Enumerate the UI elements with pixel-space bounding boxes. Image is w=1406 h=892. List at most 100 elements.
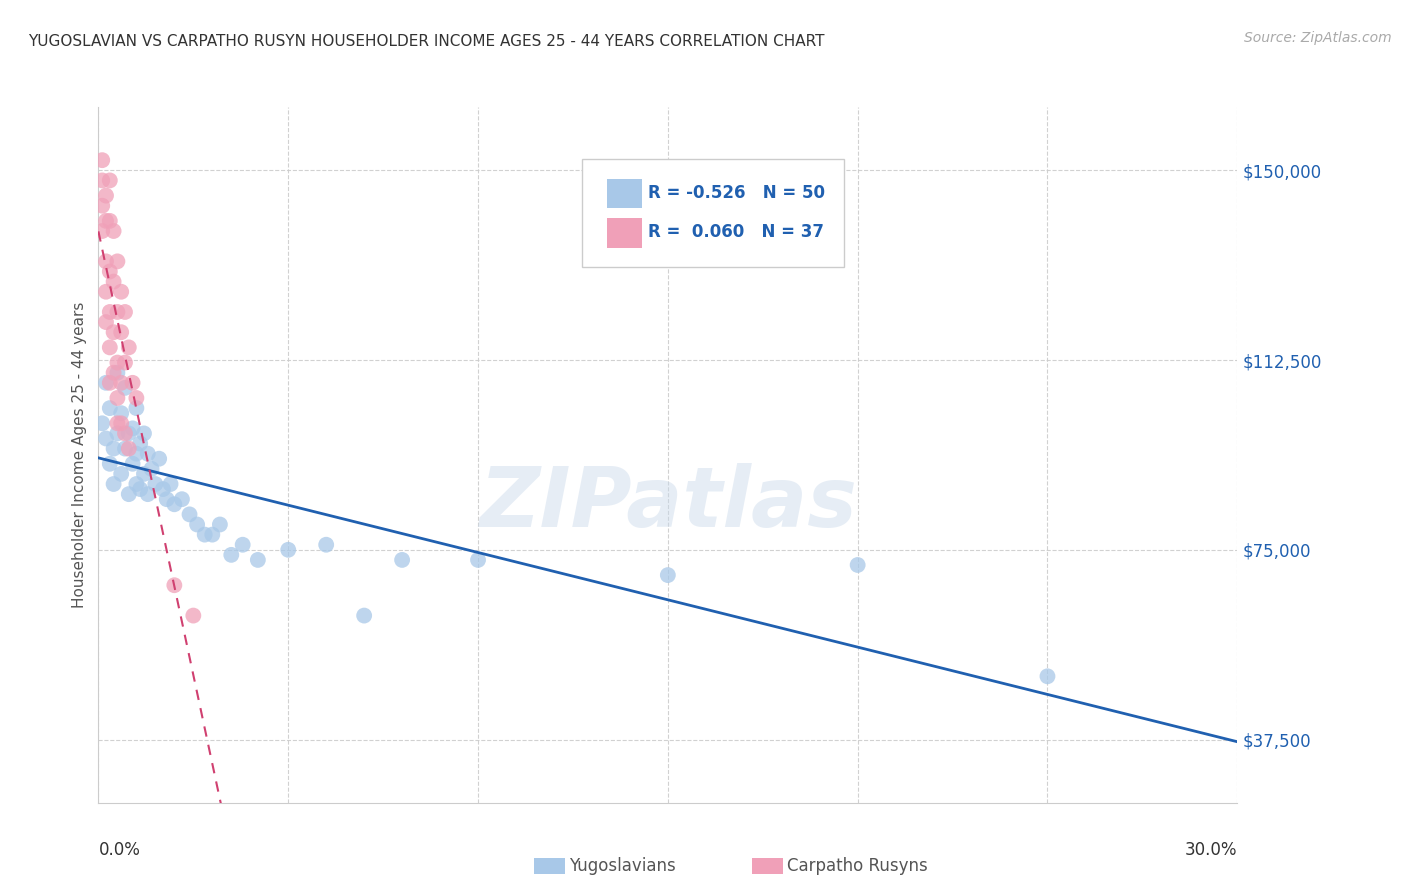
Point [141, 462, 163, 476]
Point [136, 447, 159, 461]
Point [152, 482, 174, 496]
Point [125, 401, 148, 416]
Point [183, 608, 205, 623]
Point [98, 305, 121, 319]
Point [94, 315, 117, 329]
Point [846, 558, 869, 572]
Point [94, 432, 117, 446]
Point [246, 553, 269, 567]
Point [91, 417, 114, 431]
Point [156, 492, 179, 507]
FancyBboxPatch shape [582, 159, 845, 267]
Point [353, 608, 375, 623]
Point [103, 442, 125, 456]
Point [208, 517, 231, 532]
Point [91, 224, 114, 238]
Text: Source: ZipAtlas.com: Source: ZipAtlas.com [1244, 31, 1392, 45]
Point [277, 542, 299, 557]
Y-axis label: Householder Income Ages 25 - 44 years: Householder Income Ages 25 - 44 years [72, 301, 87, 608]
Point [118, 487, 141, 501]
Point [94, 285, 117, 299]
Point [170, 492, 193, 507]
Point [125, 477, 148, 491]
Point [121, 376, 143, 390]
Point [125, 391, 148, 405]
Point [163, 497, 186, 511]
Point [98, 401, 121, 416]
Text: 0.0%: 0.0% [98, 841, 141, 859]
Point [114, 381, 136, 395]
Point [98, 340, 121, 354]
Text: Yugoslavians: Yugoslavians [569, 857, 676, 875]
Point [110, 417, 132, 431]
Point [129, 436, 152, 450]
Text: 30.0%: 30.0% [1185, 841, 1237, 859]
Point [98, 457, 121, 471]
Point [98, 376, 121, 390]
Point [221, 548, 243, 562]
Point [98, 214, 121, 228]
Point [121, 457, 143, 471]
Point [107, 426, 129, 441]
Point [114, 355, 136, 369]
Point [1036, 669, 1059, 683]
Point [114, 305, 136, 319]
Point [107, 305, 129, 319]
Point [103, 275, 125, 289]
Point [110, 285, 132, 299]
Point [118, 340, 141, 354]
Point [107, 366, 129, 380]
Point [107, 254, 129, 268]
Point [125, 447, 148, 461]
Text: Carpatho Rusyns: Carpatho Rusyns [787, 857, 928, 875]
Point [179, 508, 201, 522]
Point [107, 417, 129, 431]
Text: R =  0.060   N = 37: R = 0.060 N = 37 [648, 223, 824, 241]
Text: YUGOSLAVIAN VS CARPATHO RUSYN HOUSEHOLDER INCOME AGES 25 - 44 YEARS CORRELATION : YUGOSLAVIAN VS CARPATHO RUSYN HOUSEHOLDE… [28, 34, 825, 49]
Text: R = -0.526   N = 50: R = -0.526 N = 50 [648, 184, 825, 202]
Point [110, 376, 132, 390]
Point [194, 527, 217, 541]
Point [103, 224, 125, 238]
Point [391, 553, 413, 567]
FancyBboxPatch shape [607, 178, 641, 208]
Point [232, 538, 254, 552]
FancyBboxPatch shape [607, 219, 641, 248]
Point [132, 467, 155, 481]
Point [110, 406, 132, 420]
Point [159, 477, 181, 491]
Point [103, 325, 125, 339]
Point [118, 442, 141, 456]
Point [91, 173, 114, 187]
Point [103, 366, 125, 380]
Point [103, 477, 125, 491]
Point [98, 264, 121, 278]
Point [91, 153, 114, 168]
Point [94, 376, 117, 390]
Text: ZIPatlas: ZIPatlas [479, 463, 856, 544]
Point [94, 214, 117, 228]
Point [163, 578, 186, 592]
Point [114, 442, 136, 456]
Point [94, 188, 117, 202]
Point [94, 254, 117, 268]
Point [467, 553, 489, 567]
Point [98, 173, 121, 187]
Point [107, 391, 129, 405]
Point [110, 325, 132, 339]
Point [132, 426, 155, 441]
Point [657, 568, 679, 582]
Point [145, 477, 167, 491]
Point [91, 199, 114, 213]
Point [186, 517, 208, 532]
Point [107, 355, 129, 369]
Point [136, 487, 159, 501]
Point [114, 426, 136, 441]
Point [315, 538, 337, 552]
Point [118, 426, 141, 441]
Point [129, 482, 152, 496]
Point [201, 527, 224, 541]
Point [110, 467, 132, 481]
Point [121, 421, 143, 435]
Point [148, 451, 170, 466]
